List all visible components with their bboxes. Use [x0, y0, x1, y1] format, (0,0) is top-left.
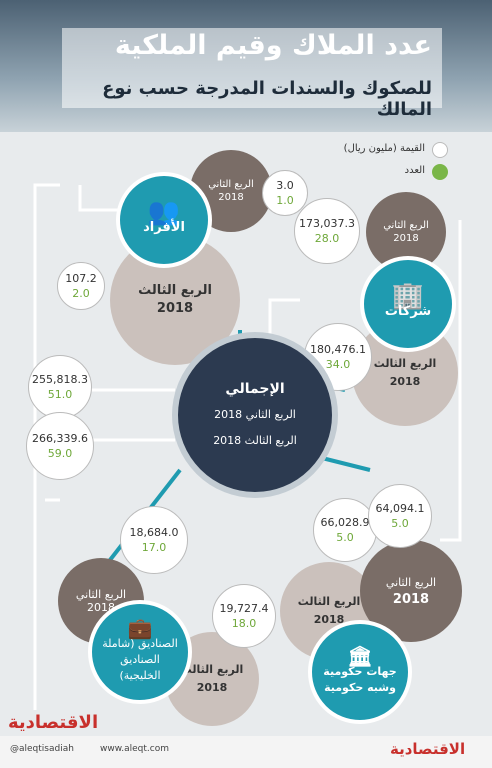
quarter-label: الربع الثاني 2018	[214, 408, 296, 421]
value: 266,339.6	[32, 432, 88, 445]
count: 18.0	[231, 617, 257, 630]
count: 2.0	[72, 287, 90, 300]
group-label: جهات حكومية وشبه حكومية	[323, 665, 397, 694]
twitter[interactable]: @aleqtisadiah	[10, 744, 74, 754]
count: 1.0	[276, 194, 294, 207]
value-bubble: 18,684.0 17.0	[120, 506, 188, 574]
value: 255,818.3	[32, 373, 88, 386]
value-bubble: 266,339.6 59.0	[26, 412, 94, 480]
value: 180,476.1	[310, 343, 366, 356]
value-bubble: 107.2 2.0	[57, 262, 105, 310]
quarter-label: الربع الثالث	[373, 357, 437, 370]
brand-logo: الاقتصادية	[8, 712, 99, 733]
brand-logo-footer: الاقتصادية	[390, 740, 466, 758]
group-label: الإجمالي	[225, 381, 285, 397]
year-label: 2018	[196, 681, 228, 694]
count: 17.0	[141, 541, 167, 554]
quarter-label: الربع الثالث 2018	[213, 434, 297, 447]
quarter-label: الربع الثاني	[208, 179, 254, 190]
icon-bubble: 💼 الصناديق (شاملة الصناديق الخليجية)	[88, 600, 192, 704]
value-bubble: 64,094.1 5.0	[368, 484, 432, 548]
group-label: شركات	[384, 304, 432, 319]
value-bubble: 19,727.4 18.0	[212, 584, 276, 648]
value: 107.2	[65, 272, 97, 285]
count: 34.0	[325, 358, 351, 371]
value: 3.0	[276, 179, 294, 192]
count: 51.0	[47, 388, 73, 401]
year-label: 2018	[392, 592, 430, 607]
footer-bar	[0, 736, 492, 768]
value: 18,684.0	[129, 526, 179, 539]
count: 59.0	[47, 447, 73, 460]
website[interactable]: www.aleqt.com	[100, 744, 169, 754]
year-label: 2018	[156, 301, 194, 316]
quarter-label: الربع الثاني	[75, 588, 127, 601]
group-label: الصناديق (شاملة الصناديق الخليجية)	[102, 637, 178, 682]
legend-value-marker	[432, 142, 448, 158]
value-bubble: 66,028.9 5.0	[313, 498, 377, 562]
value: 64,094.1	[375, 502, 425, 515]
year-label: 2018	[218, 192, 244, 203]
quarter-label: الربع الثالث	[297, 595, 361, 608]
legend-count-marker	[432, 164, 448, 180]
icon-bubble: 👥 الأفراد	[116, 172, 212, 268]
subtitle: للصكوك والسندات المدرجة حسب نوع المالك	[102, 78, 432, 120]
count: 5.0	[336, 531, 354, 544]
count: 5.0	[391, 517, 409, 530]
legend-value: القيمة (مليون ريال)	[343, 143, 425, 154]
year-label: 2018	[393, 233, 419, 244]
title: عدد الملاك وقيم الملكية	[114, 30, 432, 61]
year-label: 2018	[389, 375, 421, 388]
header-box	[62, 28, 442, 108]
icon-bubble: 🏢 شركات	[360, 256, 456, 352]
value: 66,028.9	[320, 516, 370, 529]
quarter-bubble: الربع الثاني 2018	[58, 558, 144, 644]
value-bubble: 255,818.3 51.0	[28, 355, 92, 419]
quarter-label: الربع الثالث	[138, 283, 212, 298]
total-bubble: الإجمالي الربع الثاني 2018 الربع الثالث 20…	[172, 332, 338, 498]
quarter-label: الربع الثاني	[383, 220, 429, 231]
quarter-label: الربع الثاني	[385, 576, 437, 589]
legend-count: العدد	[404, 165, 425, 176]
icon-bubble: 🏛 جهات حكومية وشبه حكومية	[308, 620, 412, 724]
value: 173,037.3	[299, 217, 355, 230]
value-bubble: 173,037.3 28.0	[294, 198, 360, 264]
quarter-label: الربع الثالث	[180, 663, 244, 676]
count: 28.0	[314, 232, 340, 245]
value-bubble: 3.0 1.0	[262, 170, 308, 216]
group-label: الأفراد	[143, 220, 185, 235]
value: 19,727.4	[219, 602, 269, 615]
year-label: 2018	[313, 613, 345, 626]
